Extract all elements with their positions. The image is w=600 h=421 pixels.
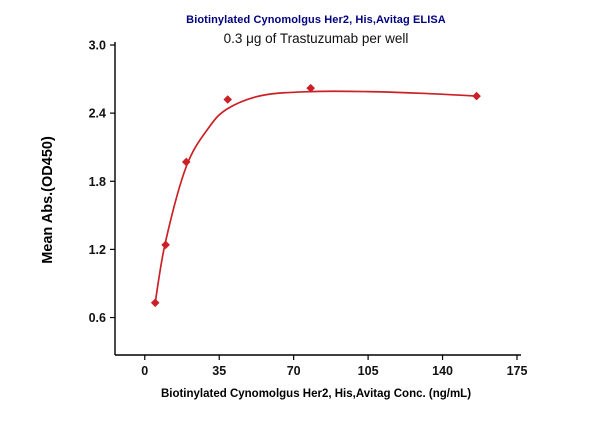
x-tick-label: 0 (141, 364, 148, 378)
chart-subtitle: 0.3 μg of Trastuzumab per well (223, 31, 409, 46)
y-tick-label: 1.8 (89, 175, 106, 189)
y-tick-label: 0.6 (89, 311, 106, 325)
x-axis-title: Biotinylated Cynomolgus Her2, His,Avitag… (160, 388, 472, 400)
x-tick-label: 175 (507, 364, 528, 378)
chart-title: Biotinylated Cynomolgus Her2, His,Avitag… (186, 14, 446, 26)
x-tick-label: 140 (432, 364, 453, 378)
x-tick-label: 105 (358, 364, 379, 378)
data-point-diamond (161, 240, 170, 250)
y-tick-label: 1.2 (89, 243, 106, 257)
data-point-diamond (306, 83, 315, 93)
x-tick-label: 70 (287, 364, 301, 378)
data-point-diamond (472, 91, 481, 101)
y-tick-label: 2.4 (89, 107, 106, 121)
x-tick-label: 35 (212, 364, 226, 378)
fit-curve (154, 90, 477, 303)
data-point-diamond (181, 157, 191, 167)
data-point-diamond (150, 298, 160, 308)
y-tick-label: 3.0 (89, 39, 106, 53)
data-point-diamond (223, 95, 233, 104)
